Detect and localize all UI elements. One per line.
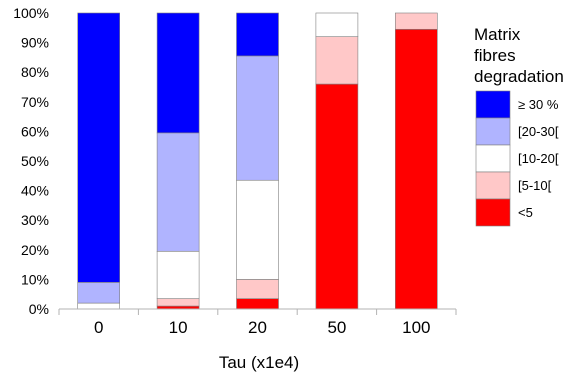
legend-label: [5-10[ [518,178,552,193]
y-axis: 0% 10% 20% 30% 40% 50% 60% 70% 80% 90% 100% [13,5,49,317]
legend-label: <5 [518,205,533,220]
x-axis-title: Tau (x1e4) [219,353,299,372]
bar-segment-100-1 [394,12,438,30]
bar-segment-10-4 [156,12,200,134]
y-tick-label: 70% [21,94,49,110]
legend-title-line: degradation [474,67,564,86]
y-tick-label: 80% [21,64,49,80]
legend-label: [10-20[ [518,151,559,166]
x-tick-label: 0 [94,318,103,337]
y-tick-label: 60% [21,123,49,139]
x-axis: 0 10 20 50 100 [58,308,457,337]
legend-swatch [475,90,511,119]
y-tick-label: 10% [21,271,49,287]
bar-segment-20-2 [236,179,279,280]
legend-swatch [475,171,511,200]
bar-segment-100-0 [394,28,438,310]
bar-segment-20-4 [236,12,279,57]
legend-label: [20-30[ [518,124,559,139]
legend-title-line: Matrix [474,25,521,44]
x-tick-label: 20 [248,318,267,337]
legend-swatch [475,117,511,146]
legend-label: ≥ 30 % [518,97,559,112]
x-tick-label: 50 [327,318,346,337]
bar-segment-50-2 [315,12,359,37]
bar-segment-0-4 [77,12,120,283]
bar-segment-0-3 [77,282,120,304]
legend-swatch [475,198,511,227]
bar-segment-10-3 [156,132,200,252]
y-tick-label: 100% [13,5,49,21]
y-tick-label: 20% [21,242,49,258]
y-tick-label: 90% [21,35,49,51]
y-tick-label: 40% [21,183,49,199]
bar-segment-20-0 [236,298,279,310]
bar-segment-50-1 [315,36,359,85]
bar-segment-10-1 [156,298,200,307]
legend: Matrix fibres degradation ≥ 30 % [20-30[ [10-… [474,25,564,227]
bars [77,12,438,310]
y-tick-label: 0% [29,301,49,317]
bar-segment-20-1 [236,279,279,299]
y-tick-label: 50% [21,153,49,169]
y-tick-label: 30% [21,212,49,228]
bar-segment-10-2 [156,250,200,299]
bar-segment-50-0 [315,83,359,310]
legend-title-line: fibres [474,46,516,65]
bar-segment-20-3 [236,55,279,181]
bar-segment-0-2 [77,302,120,310]
x-tick-label: 100 [402,318,430,337]
legend-swatch [475,144,511,173]
x-tick-label: 10 [169,318,188,337]
